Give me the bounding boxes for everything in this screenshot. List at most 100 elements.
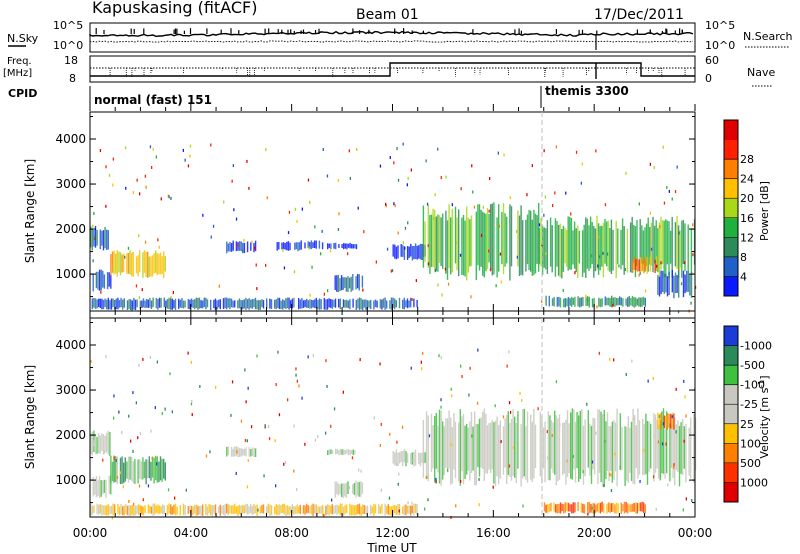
echo-region	[632, 256, 658, 274]
power-ylabel: Slant Range [km]	[23, 159, 37, 263]
colorbar-tick-label: 12	[740, 231, 754, 244]
colorbar-swatch	[724, 365, 738, 386]
colorbar-swatch	[724, 423, 738, 444]
colorbar-tick-label: -100	[740, 379, 765, 392]
x-tick-label: 12:00	[375, 526, 410, 540]
colorbar-tick-label: 8	[740, 251, 747, 264]
velocity-x-axis: 00:00 04:00 08:00 12:00 16:00 20:00 00:00	[73, 318, 713, 540]
x-tick-label: 00:00	[73, 526, 108, 540]
colorbar-swatch	[724, 120, 738, 141]
nsearch-tick-low: 10^0	[705, 39, 735, 52]
y-tick-label: 3000	[55, 177, 86, 191]
echo-region	[543, 501, 646, 514]
echo-region	[422, 408, 697, 487]
freq-trace	[90, 62, 695, 79]
y-tick-label: 1000	[55, 473, 86, 487]
power-x-ticks	[89, 104, 696, 318]
x-tick-label: 20:00	[577, 526, 612, 540]
colorbar-tick-label: 16	[740, 212, 754, 225]
colorbar-swatch	[724, 345, 738, 366]
echo-region	[110, 250, 166, 279]
echo-region	[90, 225, 109, 251]
date-title: 17/Dec/2011	[594, 7, 684, 23]
colorbar-tick-label: 4	[740, 270, 747, 283]
echo-region	[327, 242, 358, 250]
echo-region	[334, 274, 364, 292]
colorbar-swatch	[724, 178, 738, 199]
colorbar-swatch	[724, 276, 738, 297]
scatter-specks	[92, 142, 697, 314]
x-tick-label: 08:00	[274, 526, 309, 540]
nsky-panel: N.Sky 10^5 10^0 10^5 10^0 N.Search	[7, 19, 793, 53]
x-tick-label: 00:00	[678, 526, 713, 540]
y-tick-label: 3000	[55, 383, 86, 397]
colorbar-tick-label: 24	[740, 173, 754, 186]
x-tick-label: 16:00	[476, 526, 511, 540]
nave-label: Nave	[747, 66, 775, 79]
colorbar-tick-label: 500	[740, 457, 761, 470]
freq-unit: [MHz]	[3, 68, 32, 79]
colorbar-tick-label: 100	[740, 437, 761, 450]
nsky-tick-low: 10^0	[53, 39, 83, 52]
colorbar-swatch	[724, 256, 738, 277]
y-tick-label: 1000	[55, 267, 86, 281]
echo-region	[657, 269, 693, 299]
colorbar-swatch	[724, 217, 738, 238]
colorbar-swatch	[724, 237, 738, 258]
velocity-colorbar: 1000 500 100 25 -25 -100 -500 -1000	[723, 325, 772, 503]
nsearch-line	[89, 40, 694, 43]
x-axis-label: Time UT	[366, 541, 417, 554]
y-tick-label: 2000	[55, 428, 86, 442]
power-y-axis: 1000 2000 3000 4000	[55, 116, 695, 298]
cpid-panel: CPID normal (fast) 151 themis 3300	[8, 84, 629, 108]
colorbar-swatch	[724, 159, 738, 180]
power-echoes	[90, 142, 697, 314]
colorbar-swatch	[724, 443, 738, 464]
freq-tick-low: 8	[69, 72, 76, 85]
echo-region	[545, 295, 646, 308]
colorbar-swatch	[724, 139, 738, 160]
power-panel: 1000 2000 3000 4000 Slant Range [km] 4 8 12 16…	[23, 104, 771, 318]
velocity-ylabel: Slant Range [km]	[23, 365, 37, 469]
echo-region	[276, 240, 302, 252]
colorbar-swatch	[724, 384, 738, 405]
echo-region	[392, 243, 426, 261]
echo-region	[304, 240, 324, 250]
power-colorbar-label: Power [dB]	[758, 181, 771, 241]
freq-label: Freq.	[7, 56, 32, 67]
echo-region	[110, 455, 166, 485]
cpid-segment-themis: themis 3300	[545, 84, 629, 98]
echo-region	[92, 475, 112, 498]
colorbar-tick-label: -500	[740, 359, 765, 372]
colorbar-tick-label: 1000	[740, 476, 768, 489]
echo-region	[392, 449, 426, 467]
colorbar-swatch	[724, 482, 738, 503]
x-tick-label: 04:00	[174, 526, 209, 540]
nsearch-label: N.Search	[743, 30, 793, 43]
echo-region	[92, 269, 112, 292]
cpid-label: CPID	[8, 87, 37, 100]
y-tick-label: 4000	[55, 338, 86, 352]
station-title: Kapuskasing (fitACF)	[92, 0, 257, 17]
nave-tick-high: 60	[705, 54, 719, 67]
echo-region	[657, 412, 675, 430]
beam-title: Beam 01	[356, 7, 419, 23]
power-colorbar: 4 8 12 16 20 24 28	[723, 119, 754, 297]
colorbar-tick-label: -25	[740, 398, 758, 411]
echo-region	[327, 448, 356, 456]
velocity-y-axis: 1000 2000 3000 4000	[55, 322, 695, 504]
echo-region	[91, 297, 418, 311]
echo-region	[90, 430, 111, 457]
velocity-panel: 1000 2000 3000 4000 00:00 04:00 08:00 12:00 16:…	[23, 317, 772, 554]
nsearch-tick-high: 10^5	[705, 19, 735, 32]
colorbar-swatch	[724, 404, 738, 425]
freq-tick-high: 18	[64, 54, 78, 67]
colorbar-swatch	[724, 326, 738, 347]
freq-panel: Freq. [MHz] 18 8 60 0 Nave	[3, 54, 775, 87]
colorbar-tick-label: 28	[740, 153, 754, 166]
echo-region	[90, 503, 418, 517]
echo-region	[538, 215, 696, 279]
nsky-tick-high: 10^5	[53, 19, 83, 32]
cpid-segment-normal: normal (fast) 151	[94, 93, 212, 107]
